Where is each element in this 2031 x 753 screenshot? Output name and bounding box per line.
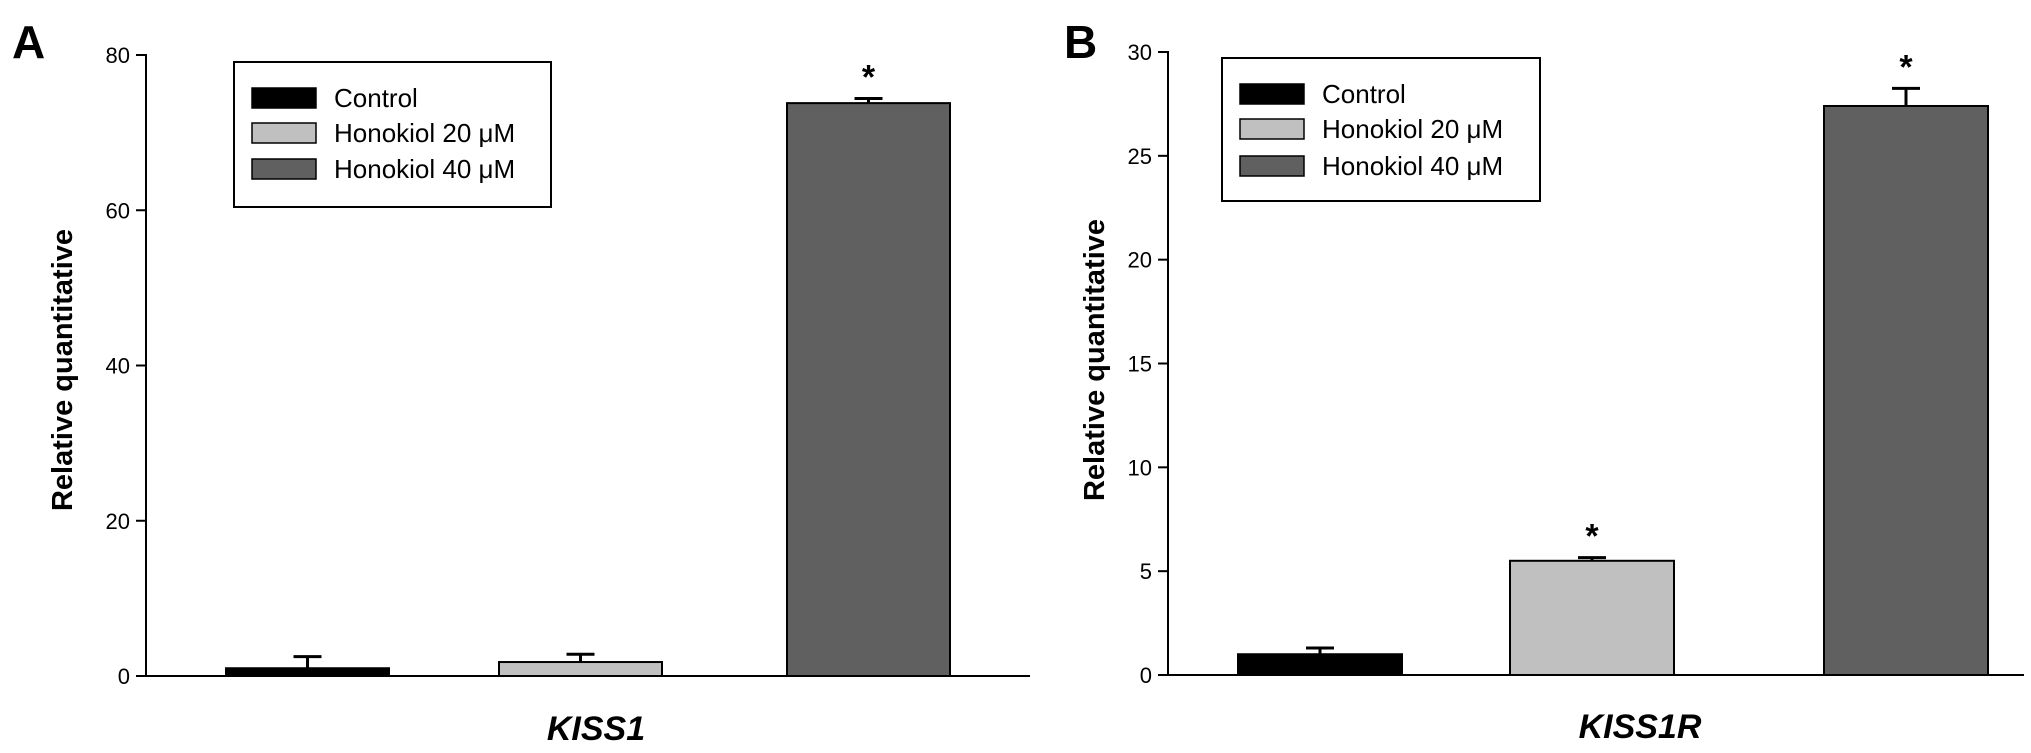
bar (1237, 653, 1403, 677)
y-tick-label: 25 (1128, 144, 1152, 169)
y-tick-label: 80 (106, 43, 130, 68)
y-tick-label: 30 (1128, 40, 1152, 65)
y-tick-label: 20 (106, 509, 130, 534)
legend-swatch (1239, 118, 1305, 140)
bar (1509, 559, 1675, 676)
axes (1167, 51, 2024, 676)
y-tick-label: 60 (106, 198, 130, 223)
legend-label: Honokiol 20 μM (334, 118, 515, 148)
legend: Control Honokiol 20 μM Honokiol 40 μM (1221, 57, 1541, 202)
y-axis-title: Relative quantitative (47, 229, 79, 511)
y-tick-label: 10 (1128, 455, 1152, 480)
legend-label: Control (1322, 79, 1406, 109)
legend-label: Honokiol 20 μM (1322, 114, 1503, 144)
bar (225, 667, 390, 677)
y-tick-label: 0 (118, 664, 130, 689)
legend-label: Honokiol 40 μM (1322, 151, 1503, 181)
y-tick-label: 20 (1128, 248, 1152, 273)
legend-swatch (1239, 83, 1305, 105)
bar (786, 102, 951, 677)
y-tick-label: 0 (1140, 663, 1152, 688)
y-axis-ticks: 0 20 40 60 80 (106, 43, 146, 689)
panel-letter: A (12, 16, 45, 68)
legend-label: Honokiol 40 μM (334, 154, 515, 184)
y-axis-title: Relative quantitative (1079, 219, 1111, 501)
axes (145, 54, 1030, 677)
panel-letter: B (1064, 16, 1097, 68)
chart-panel-a: A 0 20 40 60 80 * Relative quantitative KISS… (12, 16, 1030, 748)
legend-swatch (251, 122, 317, 144)
legend-swatch (251, 158, 317, 180)
y-tick-label: 5 (1140, 559, 1152, 584)
legend-swatch (251, 87, 317, 109)
bars: * (225, 58, 951, 678)
significance-marker: * (862, 58, 876, 96)
x-axis-label: KISS1 (547, 710, 645, 748)
significance-marker: * (1585, 518, 1599, 556)
legend-label: Control (334, 83, 418, 113)
significance-marker: * (1899, 48, 1913, 86)
bar (498, 661, 663, 678)
y-axis-ticks: 0 5 10 15 20 25 30 (1128, 40, 1168, 688)
y-tick-label: 15 (1128, 352, 1152, 377)
bar (1823, 104, 1989, 676)
legend-swatch (1239, 155, 1305, 177)
legend: Control Honokiol 20 μM Honokiol 40 μM (233, 61, 552, 208)
y-tick-label: 40 (106, 354, 130, 379)
x-axis-label: KISS1R (1579, 708, 1702, 746)
